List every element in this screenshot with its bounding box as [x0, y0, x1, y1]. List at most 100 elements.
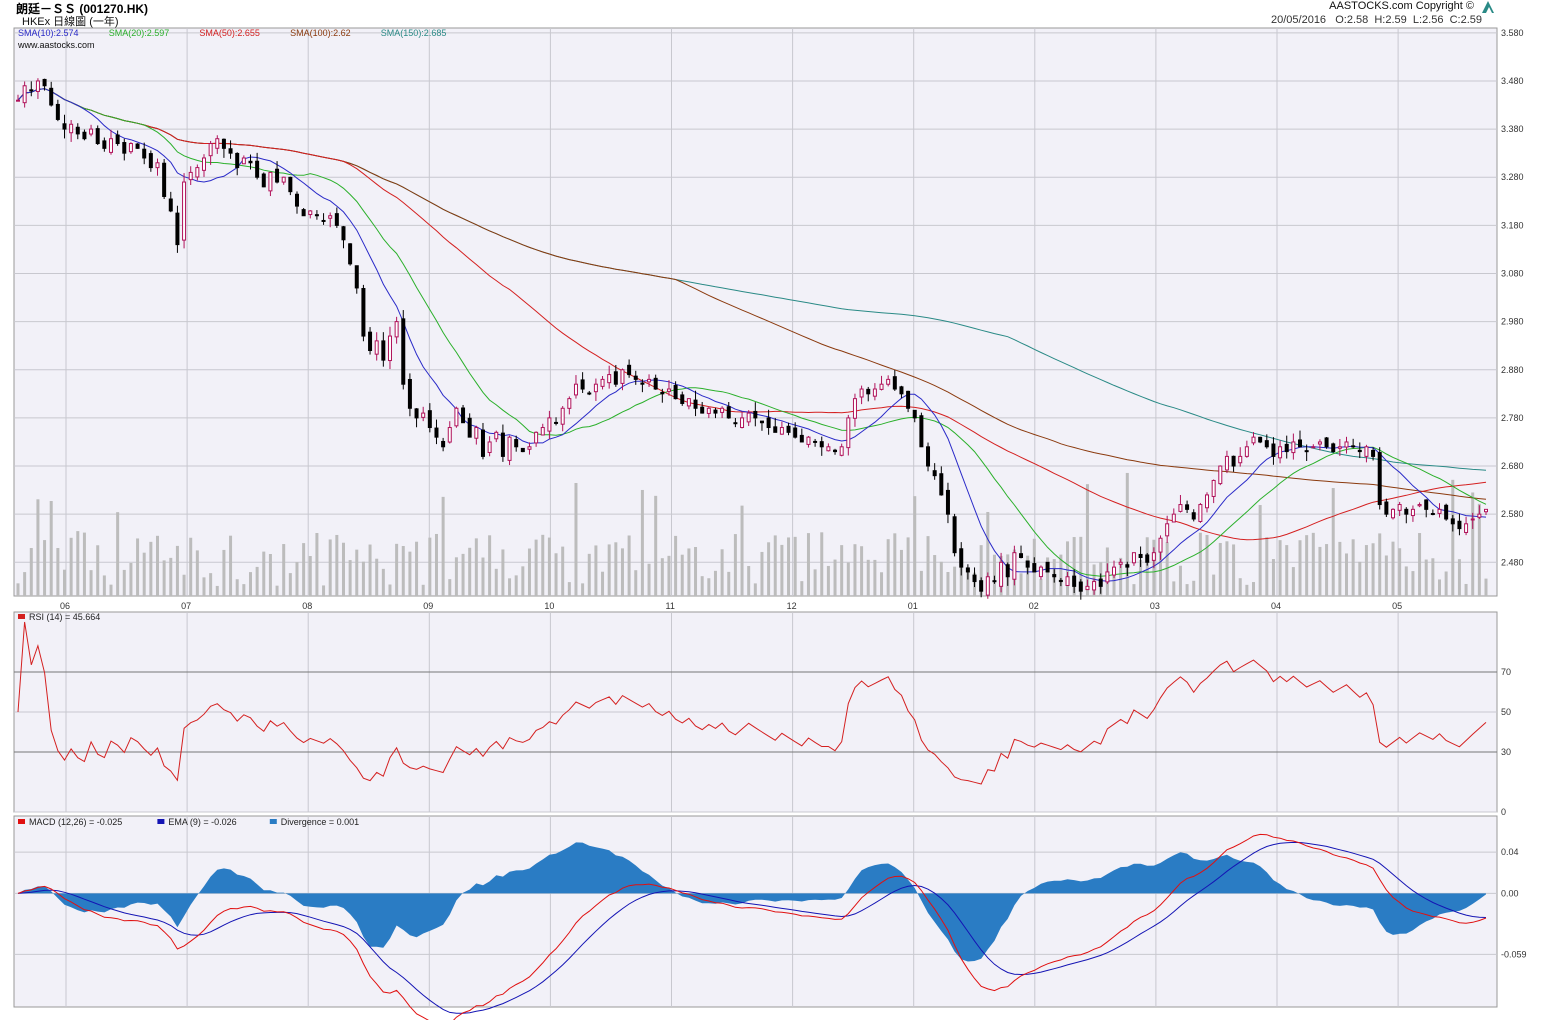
candle-body [560, 407, 565, 425]
watermark-text: www.aastocks.com [17, 40, 95, 50]
volume-bar [1066, 541, 1070, 596]
rsi-y-tick: 30 [1501, 747, 1511, 757]
ema9-line [17, 841, 1487, 1014]
candle-body [1185, 504, 1190, 510]
volume-bar [1218, 542, 1222, 596]
rsi-y-tick: 50 [1501, 707, 1511, 717]
candle-body [235, 152, 240, 169]
candle-body [1238, 455, 1243, 464]
candle-body [401, 318, 406, 385]
volume-bar [129, 562, 133, 596]
candle-body [89, 128, 94, 135]
candle-body [95, 128, 100, 145]
volume-bar [1351, 539, 1355, 596]
candle-body [1337, 446, 1342, 449]
volume-bar [806, 533, 810, 596]
candle-body [102, 140, 107, 149]
candle-body [647, 378, 652, 383]
candle-body [1058, 579, 1063, 583]
candle-body [1331, 443, 1336, 453]
candle-body [567, 398, 572, 409]
volume-bar [348, 560, 352, 596]
candle-body [932, 470, 937, 477]
candle-body [554, 421, 559, 424]
candle-body [221, 138, 226, 149]
candle-body [42, 78, 47, 87]
candle-body [454, 407, 459, 427]
volume-bar [474, 538, 478, 596]
candle-body [740, 417, 745, 428]
month-tick: 03 [1150, 601, 1160, 611]
candle-body [1224, 455, 1229, 471]
candle-body [726, 406, 731, 419]
candle-body [434, 427, 439, 438]
candle-body [461, 407, 466, 424]
candle-body [666, 388, 671, 392]
candle-body [813, 440, 818, 443]
volume-bar [142, 552, 146, 596]
volume-bar [886, 539, 890, 596]
volume-bar [946, 572, 950, 596]
volume-bar [1398, 548, 1402, 596]
volume-bar [1258, 505, 1262, 596]
candle-body [16, 99, 20, 102]
candle-body [1284, 443, 1289, 453]
month-tick: 07 [181, 601, 191, 611]
volume-bar [1225, 541, 1229, 596]
volume-bar [853, 544, 857, 596]
price-y-tick: 2.780 [1501, 413, 1524, 423]
quote-ohlc: O:2.58 H:2.59 L:2.56 C:2.59 [1335, 14, 1482, 26]
volume-bar [680, 554, 684, 596]
candle-body [35, 80, 40, 92]
volume-bar [840, 545, 844, 596]
volume-bar [322, 585, 326, 596]
macd-legend-label: Divergence = 0.001 [281, 817, 359, 827]
price-y-tick: 3.180 [1501, 220, 1524, 230]
volume-bar [1424, 559, 1428, 596]
volume-bar [355, 549, 359, 596]
candle-body [926, 446, 931, 467]
candle-body [321, 219, 326, 222]
candle-body [1278, 446, 1283, 459]
volume-bar [1252, 582, 1256, 596]
candle-body [500, 432, 505, 457]
candle-body [1178, 504, 1183, 512]
volume-bar [640, 489, 644, 596]
candle-body [839, 446, 844, 456]
divergence-area [18, 842, 1486, 962]
volume-bar [395, 543, 399, 596]
candle-body [1251, 436, 1256, 444]
volume-bar [753, 583, 757, 596]
volume-bar [82, 532, 86, 596]
volume-bar [23, 572, 27, 596]
volume-bar [547, 537, 551, 596]
candle-body [1437, 508, 1442, 514]
volume-bar [468, 547, 472, 596]
candle-body [899, 386, 904, 395]
volume-bar [401, 546, 405, 596]
volume-bar [1139, 559, 1143, 596]
volume-bar [335, 534, 339, 596]
volume-bar [43, 540, 47, 596]
volume-bar [381, 568, 385, 596]
volume-bar [893, 533, 897, 596]
volume-bar [282, 544, 286, 596]
candle-body [1397, 504, 1402, 511]
candle-body [294, 193, 299, 207]
price-y-tick: 3.480 [1501, 76, 1524, 86]
rsi-legend-label: RSI (14) = 45.664 [29, 612, 100, 622]
volume-bar [1178, 565, 1182, 596]
macd-legend-swatch [157, 819, 165, 824]
volume-bar [860, 546, 864, 596]
candle-body [972, 574, 977, 583]
candle-body [1125, 564, 1130, 568]
volume-bar [1271, 559, 1275, 596]
volume-bar [880, 572, 884, 596]
volume-bar [454, 557, 458, 596]
price-y-tick: 3.080 [1501, 268, 1524, 278]
candle-body [494, 431, 499, 440]
candle-body [1424, 499, 1429, 510]
candle-body [29, 89, 34, 92]
volume-bar [1291, 567, 1295, 596]
candle-body [1271, 443, 1276, 457]
